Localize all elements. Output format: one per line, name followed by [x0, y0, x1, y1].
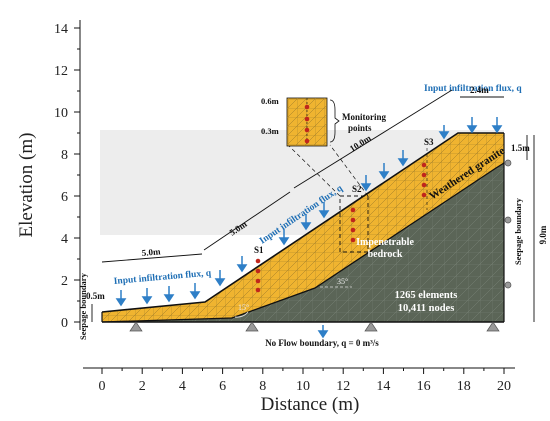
flux-arrow [397, 150, 409, 167]
monitor-point [350, 217, 356, 223]
monitoring-label-1: Monitoring [342, 112, 386, 122]
monitoring-points [255, 162, 427, 293]
monitoring-columns: S1 S2 S3 [254, 137, 434, 293]
flux-arrow [360, 175, 372, 192]
roller-marker [504, 216, 512, 224]
flux-arrow [141, 288, 153, 305]
dim-label-2-4m: 2.4m [470, 85, 489, 95]
nodes-count: 10,411 nodes [398, 303, 455, 314]
y-tick-label: 0 [61, 316, 68, 331]
infiltration-label-top: Input infiltration flux, q [424, 84, 522, 94]
roller-marker [504, 159, 512, 167]
x-tick-label: 14 [376, 379, 390, 394]
ground-surface-line [101, 132, 504, 313]
flux-arrow [236, 256, 248, 273]
s2-zoom-box [339, 195, 369, 253]
flux-arrow [163, 286, 175, 303]
flux-arrow [466, 117, 478, 134]
station-s1: S1 [254, 245, 264, 255]
y-tick-label: 10 [54, 106, 68, 121]
seepage-boundary-left: Seepage boundary [78, 272, 88, 340]
flux-arrow [318, 202, 330, 219]
monitor-point [350, 207, 356, 213]
x-tick-label: 20 [497, 379, 511, 394]
x-axis-label: Distance (m) [261, 394, 360, 415]
flux-arrow [189, 283, 201, 300]
monitoring-label-2: points [348, 123, 372, 133]
support-marker [129, 321, 143, 332]
monitor-point [255, 258, 261, 264]
x-tick-label: 4 [179, 379, 186, 394]
y-tick-label: 4 [61, 232, 68, 247]
angle-35-label: 35° [337, 277, 348, 286]
support-marker [245, 321, 259, 332]
station-s2: S2 [352, 184, 362, 194]
y-tick-label: 8 [61, 148, 68, 163]
bedrock-label-1: Impenetrable [356, 237, 414, 248]
flux-arrow [278, 229, 290, 246]
y-axis: 0 2 4 6 8 10 12 14 Elevation (m) [16, 20, 81, 331]
dim-label-5m-flat: 5.0m [141, 246, 161, 258]
x-tick-label: 8 [259, 379, 266, 394]
dim-label-0-5m: 0.5m [86, 291, 105, 301]
flux-arrow [214, 270, 226, 287]
x-tick-label: 10 [296, 379, 310, 394]
flux-arrow [438, 125, 450, 140]
bedrock-mesh [102, 163, 504, 322]
flux-arrow [491, 117, 503, 134]
infiltration-label-left: Input infiltration flux, q [113, 268, 212, 287]
dim-label-9m: 9.0m [538, 225, 548, 244]
x-tick-label: 16 [417, 379, 431, 394]
monitoring-inset: 0.6m 0.3m Monitoring points [261, 96, 386, 147]
monitor-point [350, 227, 356, 233]
elements-count: 1265 elements [395, 290, 458, 301]
supports [129, 159, 512, 332]
infiltration-arrows [115, 117, 503, 339]
x-tick-label: 6 [219, 379, 226, 394]
no-flow-boundary-label: No Flow boundary, q = 0 m³/s [265, 338, 379, 348]
flux-arrow [300, 214, 312, 231]
y-axis-label: Elevation (m) [16, 133, 37, 238]
roller-marker [504, 281, 512, 289]
x-axis: 0 2 4 6 8 10 12 14 16 18 20 Distance (m) [83, 367, 515, 415]
x-tick-label: 12 [336, 379, 350, 394]
support-marker [364, 321, 378, 332]
dim-label-1-5m: 1.5m [511, 143, 530, 153]
bedrock-label-2: bedrock [368, 249, 403, 260]
y-tick-label: 12 [54, 64, 68, 79]
support-marker [486, 321, 500, 332]
seepage-boundary-right: Seepage boundary [513, 197, 523, 265]
x-tick-label: 18 [457, 379, 471, 394]
y-tick-label: 14 [54, 22, 68, 37]
y-tick-label: 2 [61, 274, 68, 289]
flux-arrow [378, 163, 390, 180]
x-tick-label: 0 [99, 379, 106, 394]
monitor-point [421, 192, 427, 198]
angle-15-label: 15° [238, 303, 249, 312]
bedrock-interface-line [101, 162, 505, 323]
x-tick-label: 2 [139, 379, 146, 394]
monitor-point [421, 182, 427, 188]
monitor-point [350, 237, 356, 243]
inset-dim-0-3m: 0.3m [261, 126, 279, 136]
monitor-point [255, 278, 261, 284]
flux-arrow [115, 290, 127, 307]
monitor-point [255, 268, 261, 274]
angle-arc-15 [234, 311, 249, 318]
y-tick-label: 6 [61, 190, 68, 205]
monitor-point [421, 162, 427, 168]
monitor-point [421, 172, 427, 178]
monitor-point [255, 287, 261, 293]
flux-arrow [317, 325, 329, 339]
inset-dim-0-6m: 0.6m [261, 96, 279, 106]
station-s3: S3 [424, 137, 434, 147]
